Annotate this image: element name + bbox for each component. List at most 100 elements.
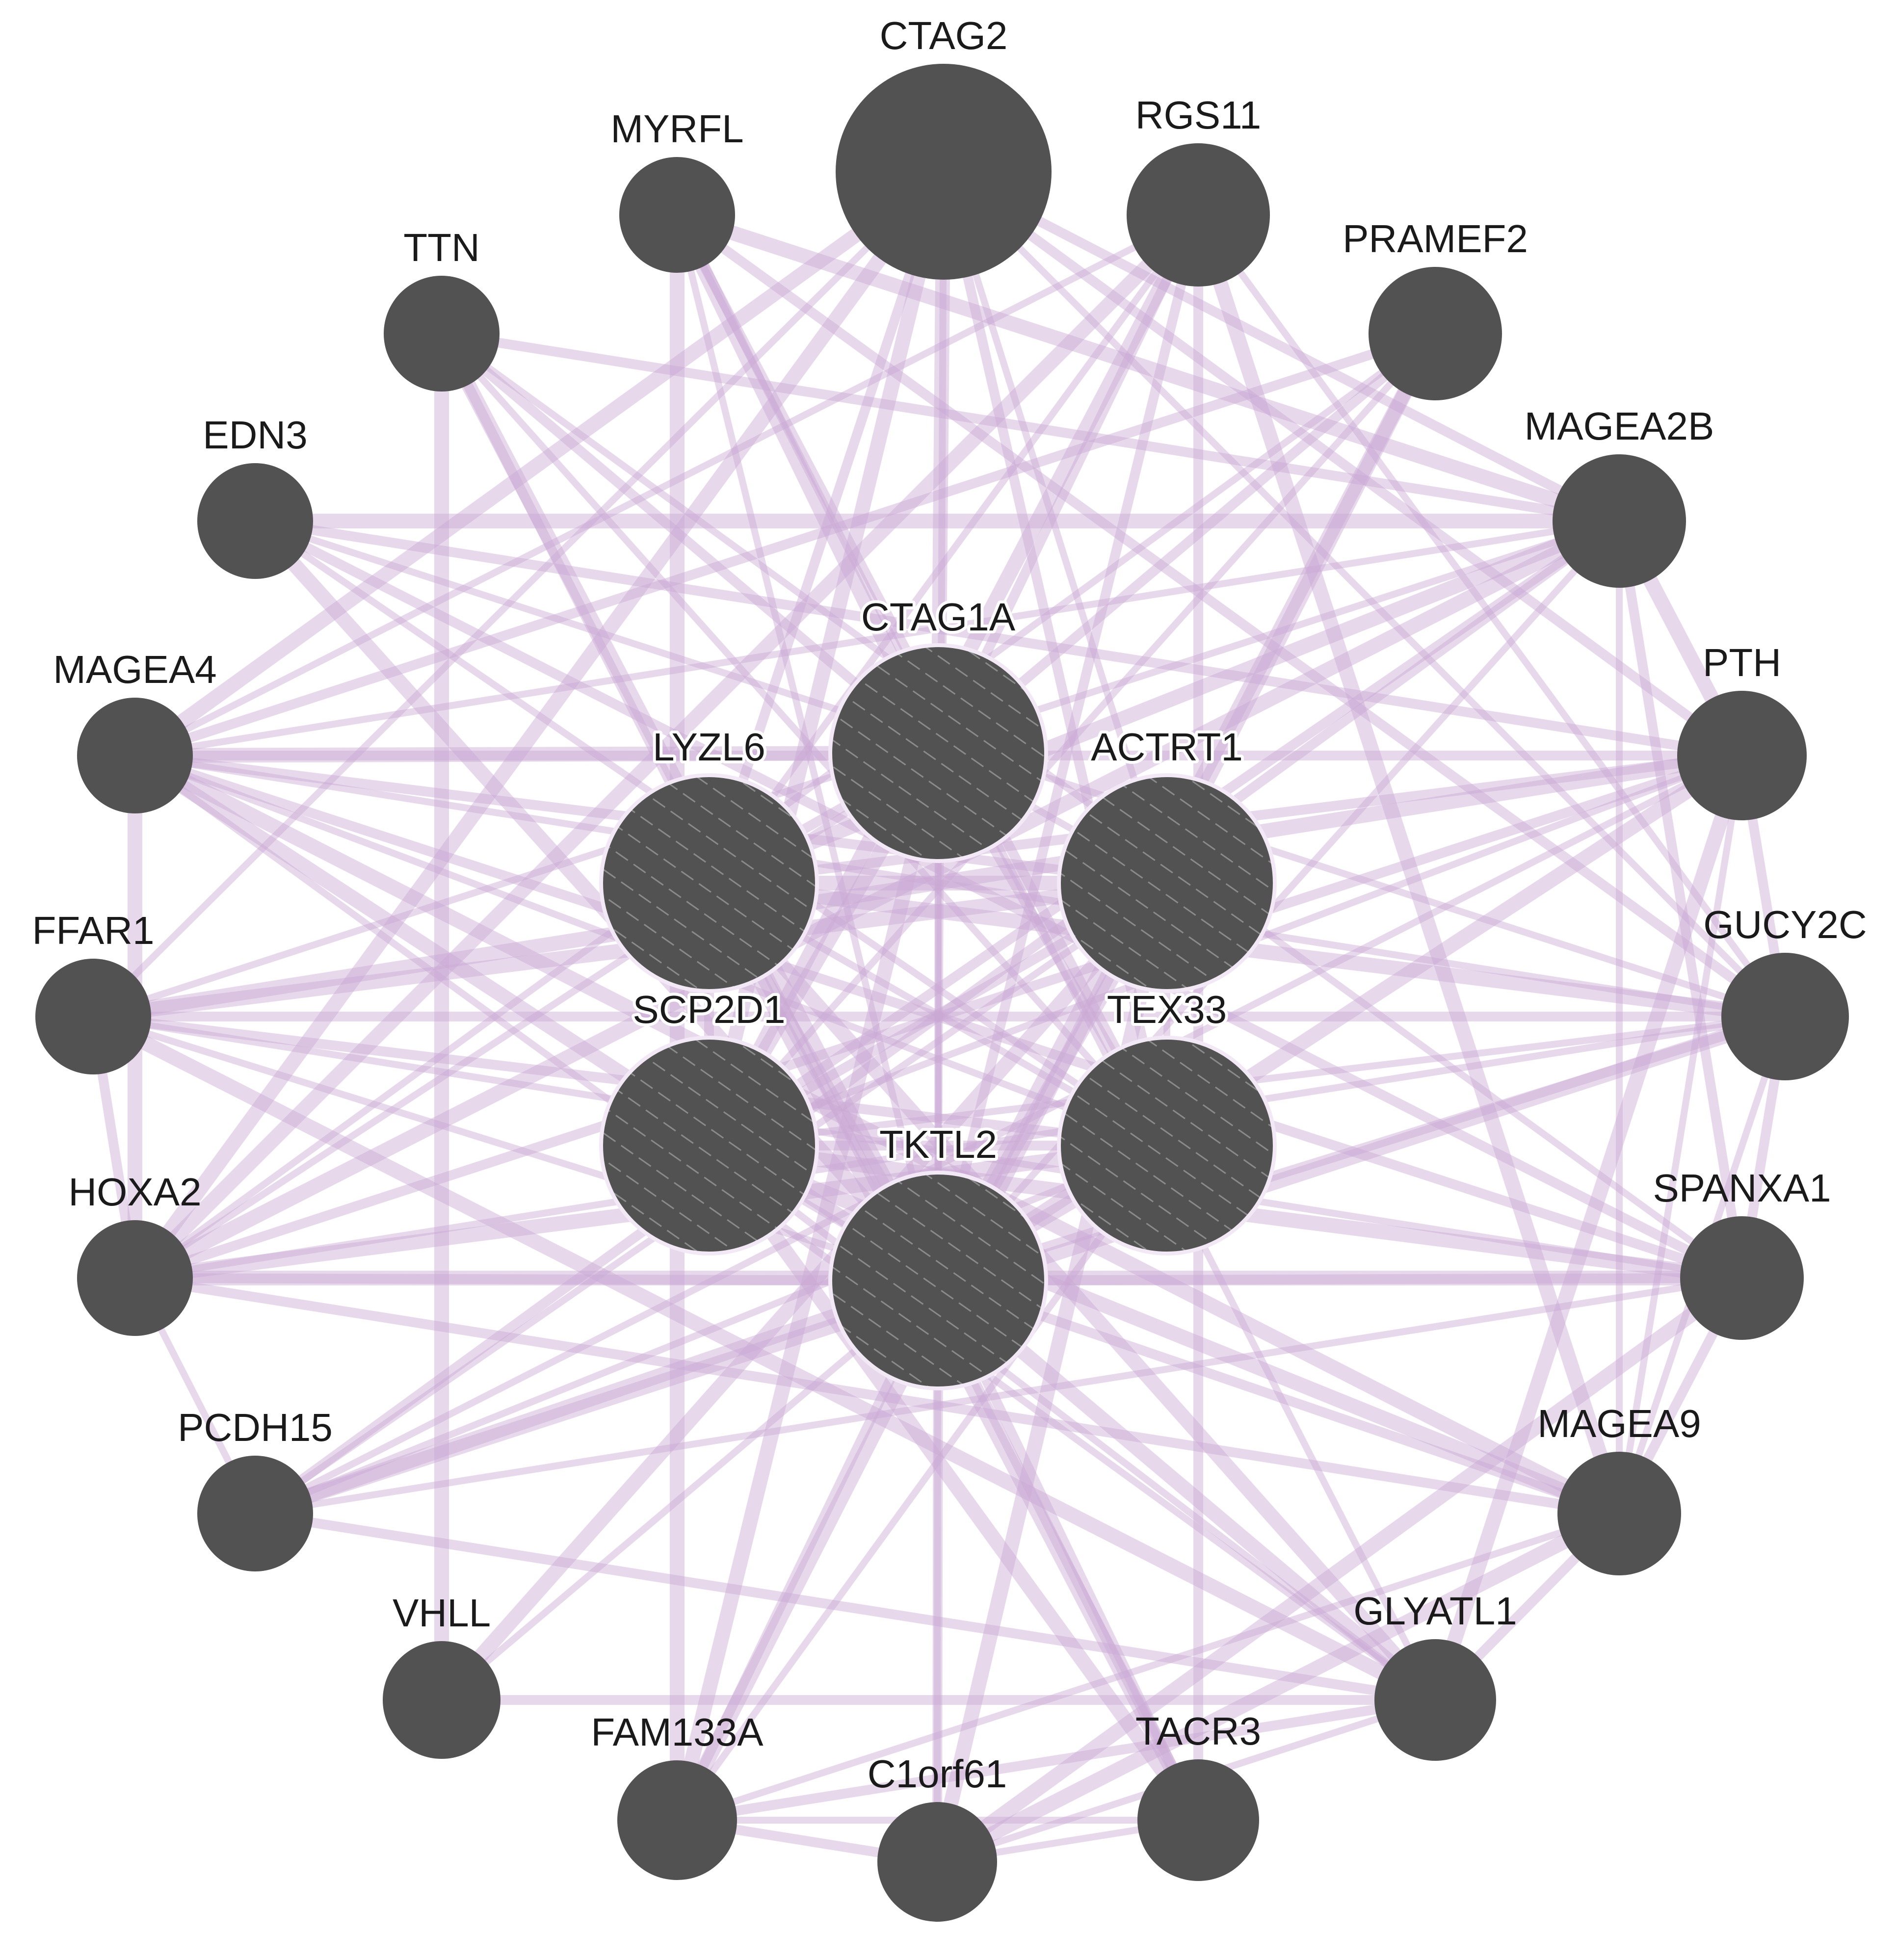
node-label-MAGEA9: MAGEA9 [1537,1402,1701,1445]
node-FAM133A[interactable] [617,1760,737,1880]
node-MYRFL[interactable] [619,157,735,273]
edge-RGS11-LYZL6 [706,211,1202,887]
edge-PRAMEF2-MAGEA4 [130,329,1440,760]
edge-MAGEA4-SPANXA1 [130,751,1747,1283]
node-MAGEA2B[interactable] [1553,454,1686,588]
node-label-TACR3: TACR3 [1135,1709,1261,1753]
edge-MAGEA9-TKTL2 [933,1276,1624,1518]
edge-CTAG2-LYZL6 [704,167,948,888]
node-label-MAGEA2B: MAGEA2B [1525,404,1714,448]
edge-MAGEA4-CTAG1A [128,746,946,763]
edge-MAGEA9-C1orf61 [930,1506,1627,1869]
edge-CTAG2-GUCY2C [940,168,1789,1020]
node-ACTRT1[interactable] [1057,773,1277,993]
node-TKTL2[interactable] [828,1171,1048,1390]
node-EDN3[interactable] [197,463,313,579]
edge-GUCY2C-TKTL2 [933,1012,1790,1285]
edge-EDN3-PTH [250,516,1747,760]
edge-GLYATL1-SCP2D1 [706,1142,1439,1703]
label-layer: CTAG2 MYRFL RGS11 TTN PRAMEF2 EDN3 MAGEA2B MAGE… [32,14,1867,1796]
edge-MAGEA4-GUCY2C [132,752,1789,1020]
edge-MAGEA4-MAGEA9 [128,748,1627,1521]
node-MAGEA4[interactable] [77,698,193,813]
node-label-SPANXA1: SPANXA1 [1653,1166,1831,1210]
node-CTAG2[interactable] [836,64,1052,280]
edge-FAM133A-CTAG1A [670,746,946,1828]
node-label-MYRFL: MYRFL [610,107,743,151]
node-label-RGS11: RGS11 [1135,93,1261,137]
edge-MYRFL-MAGEA2B [670,208,1627,528]
node-label-VHLL: VHLL [393,1591,491,1635]
node-VHLL[interactable] [383,1641,501,1759]
edge-MAGEA9-FAM133A [674,1510,1623,1824]
node-TACR3[interactable] [1137,1759,1259,1881]
node-label-PCDH15: PCDH15 [178,1406,333,1449]
edge-CTAG2-PTH [939,167,1747,760]
node-label-ACTRT1: ACTRT1 [1091,725,1243,769]
node-label-CTAG2: CTAG2 [880,14,1008,57]
node-label-EDN3: EDN3 [203,413,307,457]
edge-MAGEA2B-SPANXA1 [1614,516,1747,1283]
edge-PRAMEF2-SCP2D1 [706,330,1439,1149]
edge-MYRFL-GUCY2C [672,210,1790,1021]
edge-PCDH15-TKTL2 [248,1273,946,1521]
edge-PRAMEF2-FAM133A [670,326,1443,1828]
node-RGS11[interactable] [1127,143,1270,287]
edge-PTH-HOXA2 [130,751,1747,1283]
node-label-FAM133A: FAM133A [591,1710,764,1754]
edge-SPANXA1-TKTL2 [933,1273,1747,1285]
node-MAGEA9[interactable] [1557,1452,1681,1575]
node-label-HOXA2: HOXA2 [68,1170,201,1214]
node-TEX33[interactable] [1057,1036,1277,1255]
node-label-MAGEA4: MAGEA4 [53,648,216,691]
edge-EDN3-TKTL2 [248,514,946,1288]
node-CTAG1A[interactable] [828,643,1048,863]
edge-RGS11-TKTL2 [933,210,1203,1285]
node-FFAR1[interactable] [35,959,151,1074]
node-label-CTAG1A: CTAG1A [861,595,1016,639]
edge-TTN-TEX33 [438,330,1170,1149]
node-TTN[interactable] [384,276,500,392]
edge-HOXA2-TKTL2 [130,1273,943,1285]
edge-MAGEA4-GLYATL1 [132,752,1439,1703]
edge-PTH-FFAR1 [86,748,1749,1024]
node-label-PRAMEF2: PRAMEF2 [1343,217,1528,261]
edge-FAM133A-TEX33 [674,1142,1170,1824]
edge-TTN-TACR3 [437,329,1203,1825]
node-label-SCP2D1: SCP2D1 [632,988,785,1031]
node-C1orf61[interactable] [877,1802,997,1922]
edge-PTH-GLYATL1 [1428,748,1749,1707]
node-label-TKTL2: TKTL2 [879,1123,997,1166]
edge-CTAG2-FFAR1 [90,168,947,1020]
edge-GLYATL1-LYZL6 [702,876,1443,1707]
edge-RGS11-HOXA2 [128,208,1206,1285]
edge-CTAG2-ACTRT1 [940,168,1170,887]
node-SPANXA1[interactable] [1680,1216,1804,1340]
node-PRAMEF2[interactable] [1369,267,1502,400]
edge-MAGEA2B-MAGEA4 [132,518,1623,759]
node-label-TEX33: TEX33 [1107,988,1227,1031]
edge-GUCY2C-HOXA2 [132,1013,1789,1281]
node-SCP2D1[interactable] [599,1036,819,1255]
edge-SPANXA1-C1orf61 [930,1271,1749,1869]
edge-HOXA2-MAGEA9 [130,1273,1624,1518]
edge-CTAG2-MAGEA4 [128,164,951,763]
edge-EDN3-SPANXA1 [250,516,1747,1283]
edge-MAGEA2B-TKTL2 [935,518,1623,1284]
edge-GLYATL1-FAM133A [672,1695,1440,1825]
node-label-TTN: TTN [403,226,480,269]
edge-TTN-MAGEA2B [437,329,1624,526]
edge-PTH-MAGEA9 [1616,752,1745,1517]
edge-MAGEA2B-HOXA2 [128,514,1627,1285]
node-GLYATL1[interactable] [1374,1639,1496,1761]
node-LYZL6[interactable] [599,773,819,993]
edge-SPANXA1-PCDH15 [252,1275,1745,1517]
node-PCDH15[interactable] [197,1456,313,1571]
node-PTH[interactable] [1677,691,1807,820]
node-GUCY2C[interactable] [1721,953,1849,1080]
node-HOXA2[interactable] [77,1220,193,1336]
node-label-GLYATL1: GLYATL1 [1353,1589,1517,1633]
node-label-GUCY2C: GUCY2C [1703,903,1867,946]
edge-MAGEA2B-PCDH15 [250,516,1624,1518]
